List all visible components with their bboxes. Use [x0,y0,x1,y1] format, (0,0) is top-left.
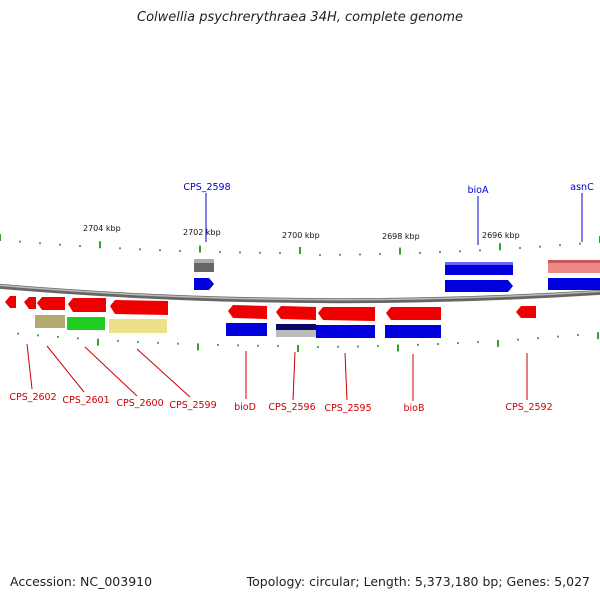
gene-bioA[interactable] [445,280,513,292]
gene-cps2602-a[interactable] [5,296,16,308]
genome-summary-text: Topology: circular; Length: 5,373,180 bp… [246,574,590,589]
label-cps2592[interactable]: CPS_2592 [505,402,552,413]
ruler-label-2700: 2700 kbp [282,231,320,240]
gene-cps2599[interactable] [110,300,168,315]
map-title: Colwellia psychrerythraea 34H, complete … [137,10,463,25]
label-cps2601[interactable]: CPS_2601 [62,395,109,406]
genome-backbone [0,283,600,304]
gene-cps2601[interactable] [37,297,65,310]
gene-cps2595[interactable] [318,307,375,321]
label-cps2598[interactable]: CPS_2598 [183,182,230,193]
gene-cps2598[interactable] [194,278,214,290]
label-cps2595[interactable]: CPS_2595 [324,403,371,414]
gene-asnC-feature[interactable] [548,260,600,273]
ruler-label-2704: 2704 kbp [83,224,121,233]
lower-tick-row [17,332,599,352]
forward-genes [194,259,600,292]
gene-bioA-upper[interactable] [445,262,513,275]
gene-bioD-feature[interactable] [226,323,267,336]
leader-cps2599 [136,348,191,398]
gene-asnC-feature-highlight [548,260,600,263]
upper-tick-row [0,234,600,256]
gene-cps2596[interactable] [276,306,316,320]
label-asnC[interactable]: asnC [570,182,594,193]
gene-cps2600[interactable] [68,298,106,312]
leader-cps2602 [26,343,33,390]
gene-asnC[interactable] [548,278,600,290]
leader-cps2595 [344,352,348,401]
ruler-label-2696: 2696 kbp [482,231,520,240]
ruler-label-2698: 2698 kbp [382,232,420,241]
ruler-label-2702: 2702 kbp [183,228,221,237]
gene-bioA-upper-highlight [445,262,513,265]
label-cps2599[interactable]: CPS_2599 [169,400,216,411]
gene-cps2600-feature[interactable] [67,317,105,330]
gene-bioD[interactable] [228,305,267,319]
label-cps2600[interactable]: CPS_2600 [116,398,163,409]
genome-backbone-highlight [0,284,600,301]
leader-cps2600 [84,346,138,397]
accession-text: Accession: NC_003910 [10,574,153,589]
gene-cps2592[interactable] [516,306,536,318]
gene-cps2596-feature-band [276,330,316,337]
gene-cps2601-feature[interactable] [35,315,65,328]
label-leaders [26,193,583,401]
gene-cps2595-feature[interactable] [316,325,375,338]
label-bioA[interactable]: bioA [468,185,489,196]
gene-cps2602[interactable] [24,297,36,309]
gene-cps2599-feature[interactable] [109,319,167,333]
gene-labels: CPS_2598 bioA asnC CPS_2602 CPS_2601 CPS… [9,182,594,414]
leader-cps2601 [46,345,85,393]
gene-bioB[interactable] [386,307,441,320]
label-cps2596[interactable]: CPS_2596 [268,402,315,413]
gene-cps2598-highlight [194,259,214,263]
label-cps2602[interactable]: CPS_2602 [9,392,56,403]
label-bioD[interactable]: bioD [234,402,256,413]
label-bioB[interactable]: bioB [404,403,425,414]
reverse-genes [5,296,536,338]
leader-cps2596 [292,351,296,401]
gene-bioB-feature[interactable] [385,325,441,338]
